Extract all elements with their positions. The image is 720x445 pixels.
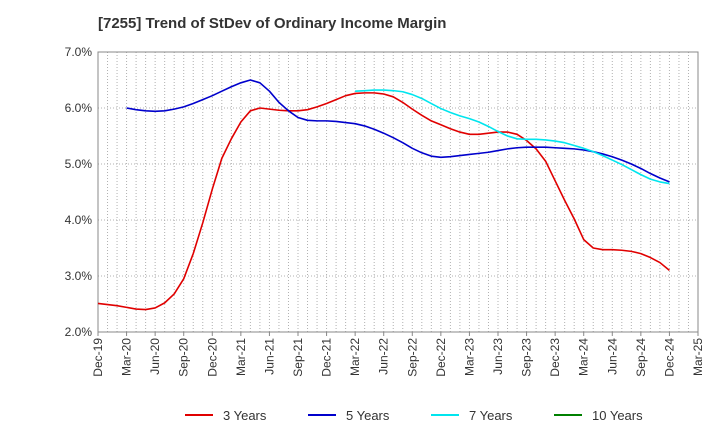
x-tick-label: Mar-21 — [234, 338, 248, 376]
series-lines — [97, 79, 670, 311]
legend-label: 10 Years — [592, 408, 643, 423]
x-tick-label: Jun-20 — [148, 338, 162, 375]
y-tick-label: 7.0% — [65, 45, 93, 59]
x-tick-label: Mar-22 — [348, 338, 362, 376]
y-tick-label: 3.0% — [65, 269, 93, 283]
series-line-3-years — [97, 92, 670, 311]
x-tick-label: Mar-23 — [462, 338, 476, 376]
x-tick-label: Jun-22 — [377, 338, 391, 375]
x-tick-label: Mar-20 — [120, 338, 134, 376]
y-tick-label: 5.0% — [65, 157, 93, 171]
x-tick-label: Jun-24 — [605, 338, 619, 375]
y-tick-label: 6.0% — [65, 101, 93, 115]
x-tick-label: Dec-23 — [548, 338, 562, 377]
y-axis: 2.0% 3.0% 4.0% 5.0% 6.0% 7.0% — [65, 45, 93, 339]
legend: 3 Years 5 Years 7 Years 10 Years — [185, 408, 643, 423]
x-tick-label: Sep-21 — [291, 338, 305, 377]
x-tick-label: Jun-23 — [491, 338, 505, 375]
x-tick-label: Sep-23 — [520, 338, 534, 377]
grid — [98, 52, 698, 332]
x-tick-label: Dec-20 — [205, 338, 219, 377]
series-line-7-years — [355, 89, 670, 185]
legend-label: 7 Years — [469, 408, 513, 423]
legend-label: 3 Years — [223, 408, 267, 423]
x-axis: Dec-19 Mar-20 Jun-20 Sep-20 Dec-20 Mar-21 Jun-… — [91, 332, 705, 377]
x-tick-label: Sep-24 — [634, 338, 648, 377]
x-tick-label: Dec-24 — [662, 338, 676, 377]
y-tick-label: 2.0% — [65, 325, 93, 339]
x-tick-label: Sep-20 — [177, 338, 191, 377]
x-tick-label: Jun-21 — [262, 338, 276, 375]
y-tick-label: 4.0% — [65, 213, 93, 227]
chart-title: [7255] Trend of StDev of Ordinary Income… — [98, 15, 447, 32]
x-tick-label: Mar-24 — [577, 338, 591, 376]
series-line-5-years — [126, 79, 670, 183]
x-tick-label: Mar-25 — [691, 338, 705, 376]
x-tick-label: Dec-19 — [91, 338, 105, 377]
legend-label: 5 Years — [346, 408, 390, 423]
x-tick-label: Dec-21 — [320, 338, 334, 377]
plot-frame — [97, 51, 699, 333]
x-tick-label: Sep-22 — [405, 338, 419, 377]
x-tick-label: Dec-22 — [434, 338, 448, 377]
